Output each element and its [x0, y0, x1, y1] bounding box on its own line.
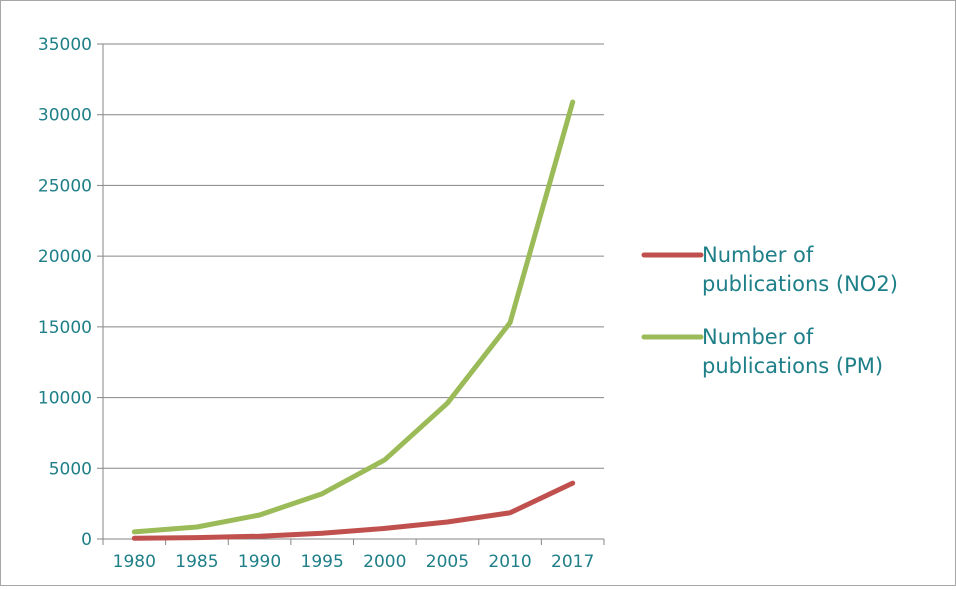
y-tick-label: 25000 [38, 176, 92, 196]
series-line-1 [131, 99, 576, 535]
series-line-0 [131, 480, 576, 541]
legend-label-0: Number of publications (NO2) [702, 243, 898, 296]
legend-label-1: Number of publications (PM) [702, 325, 883, 378]
y-tick-label: 10000 [38, 389, 92, 409]
y-tick-label: 35000 [38, 35, 92, 55]
x-tick-label: 1985 [175, 552, 218, 572]
axis-layer: 0 5000 10000 15000 20000 25000 30000 35000 1980 1… [38, 35, 605, 572]
grid-layer [103, 43, 604, 469]
x-tick-label: 1995 [301, 552, 344, 572]
x-tick-label: 1990 [238, 552, 281, 572]
x-tick-label: 2017 [551, 552, 594, 572]
x-tick-label: 2010 [488, 552, 531, 572]
x-tick-label: 1980 [113, 552, 156, 572]
legend: Number of publications (NO2) Number of publ… [641, 243, 898, 378]
x-tick-label: 2005 [426, 552, 469, 572]
y-tick-label: 15000 [38, 318, 92, 338]
y-tick-label: 0 [81, 530, 92, 550]
y-tick-label: 20000 [38, 247, 92, 267]
y-tick-label: 30000 [38, 106, 92, 126]
x-tick-label: 2000 [363, 552, 406, 572]
series-layer [131, 99, 576, 541]
y-tick-label: 5000 [49, 459, 92, 479]
